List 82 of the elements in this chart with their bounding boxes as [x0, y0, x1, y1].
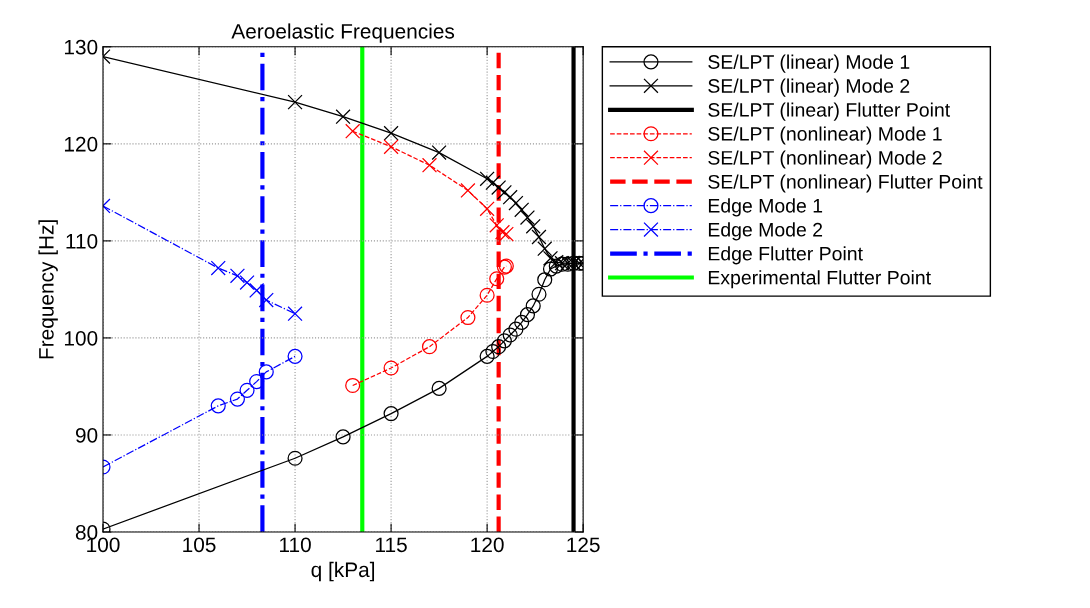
x-axis-title: q [kPa]	[311, 561, 375, 582]
point	[479, 201, 495, 217]
legend-label: SE/LPT (linear) Mode 2	[708, 78, 910, 97]
legend-label: Edge Mode 2	[708, 222, 823, 241]
legend-label: SE/LPT (nonlinear) Flutter Point	[708, 174, 983, 193]
point	[508, 321, 524, 337]
point	[531, 229, 547, 245]
point	[287, 450, 303, 466]
point	[489, 271, 505, 287]
point	[229, 268, 246, 284]
point	[542, 261, 559, 277]
point	[431, 145, 447, 161]
point	[485, 175, 501, 191]
point	[498, 226, 514, 242]
legend-label: Edge Mode 1	[708, 198, 823, 217]
legend-label: SE/LPT (linear) Flutter Point	[708, 102, 951, 121]
point	[287, 94, 303, 110]
point	[383, 406, 399, 422]
x-tick-label: 115	[376, 537, 407, 553]
point	[519, 307, 536, 323]
point	[537, 272, 553, 288]
legend-label: SE/LPT (nonlinear) Mode 2	[708, 150, 942, 169]
point	[287, 348, 303, 364]
y-tick-label: 110	[66, 233, 98, 249]
legend-label: SE/LPT (linear) Mode 1	[708, 54, 910, 73]
chart-title: Aeroelastic Frequencies	[231, 23, 455, 43]
point	[508, 195, 524, 211]
point	[519, 210, 536, 226]
point	[383, 125, 399, 141]
point	[383, 139, 399, 155]
point	[383, 360, 399, 376]
point	[525, 218, 541, 234]
point	[258, 292, 274, 308]
point	[496, 333, 512, 349]
point	[287, 306, 303, 322]
point	[548, 258, 564, 274]
x-tick-label: 125	[567, 537, 600, 553]
point	[431, 380, 447, 396]
point	[485, 343, 501, 360]
y-tick-label: 100	[64, 330, 98, 346]
point	[460, 182, 476, 198]
point	[542, 250, 559, 266]
point	[229, 391, 246, 407]
point	[421, 157, 438, 173]
point	[525, 298, 541, 314]
point	[494, 224, 511, 240]
point	[210, 398, 226, 414]
y-tick-label: 130	[64, 39, 98, 55]
point	[514, 314, 530, 330]
point	[239, 382, 255, 398]
point	[537, 241, 553, 257]
point	[496, 184, 512, 200]
legend-label: Edge Flutter Point	[708, 246, 863, 265]
y-tick-label: 120	[64, 136, 98, 152]
x-tick-label: 110	[280, 537, 311, 553]
point	[421, 339, 438, 355]
y-axis-title: Frequency [Hz]	[38, 220, 58, 359]
point	[335, 429, 351, 445]
point	[479, 287, 495, 303]
point	[491, 339, 507, 355]
point	[258, 364, 274, 380]
point	[210, 260, 226, 276]
point	[335, 109, 351, 125]
point	[249, 374, 265, 390]
point	[479, 171, 495, 187]
y-tick-label: 90	[75, 427, 98, 443]
point	[239, 275, 255, 291]
x-tick-label: 120	[471, 537, 504, 553]
point	[491, 179, 507, 196]
point	[345, 123, 361, 139]
point	[514, 202, 530, 218]
legend-label: SE/LPT (nonlinear) Mode 1	[708, 126, 942, 145]
point	[502, 327, 518, 343]
x-tick-label: 105	[183, 537, 216, 553]
point	[249, 282, 265, 298]
point	[502, 189, 518, 205]
point	[479, 348, 495, 364]
legend-label: Experimental Flutter Point	[708, 270, 931, 289]
point	[345, 377, 361, 394]
point	[489, 217, 505, 233]
point	[531, 286, 547, 302]
point	[460, 309, 476, 326]
